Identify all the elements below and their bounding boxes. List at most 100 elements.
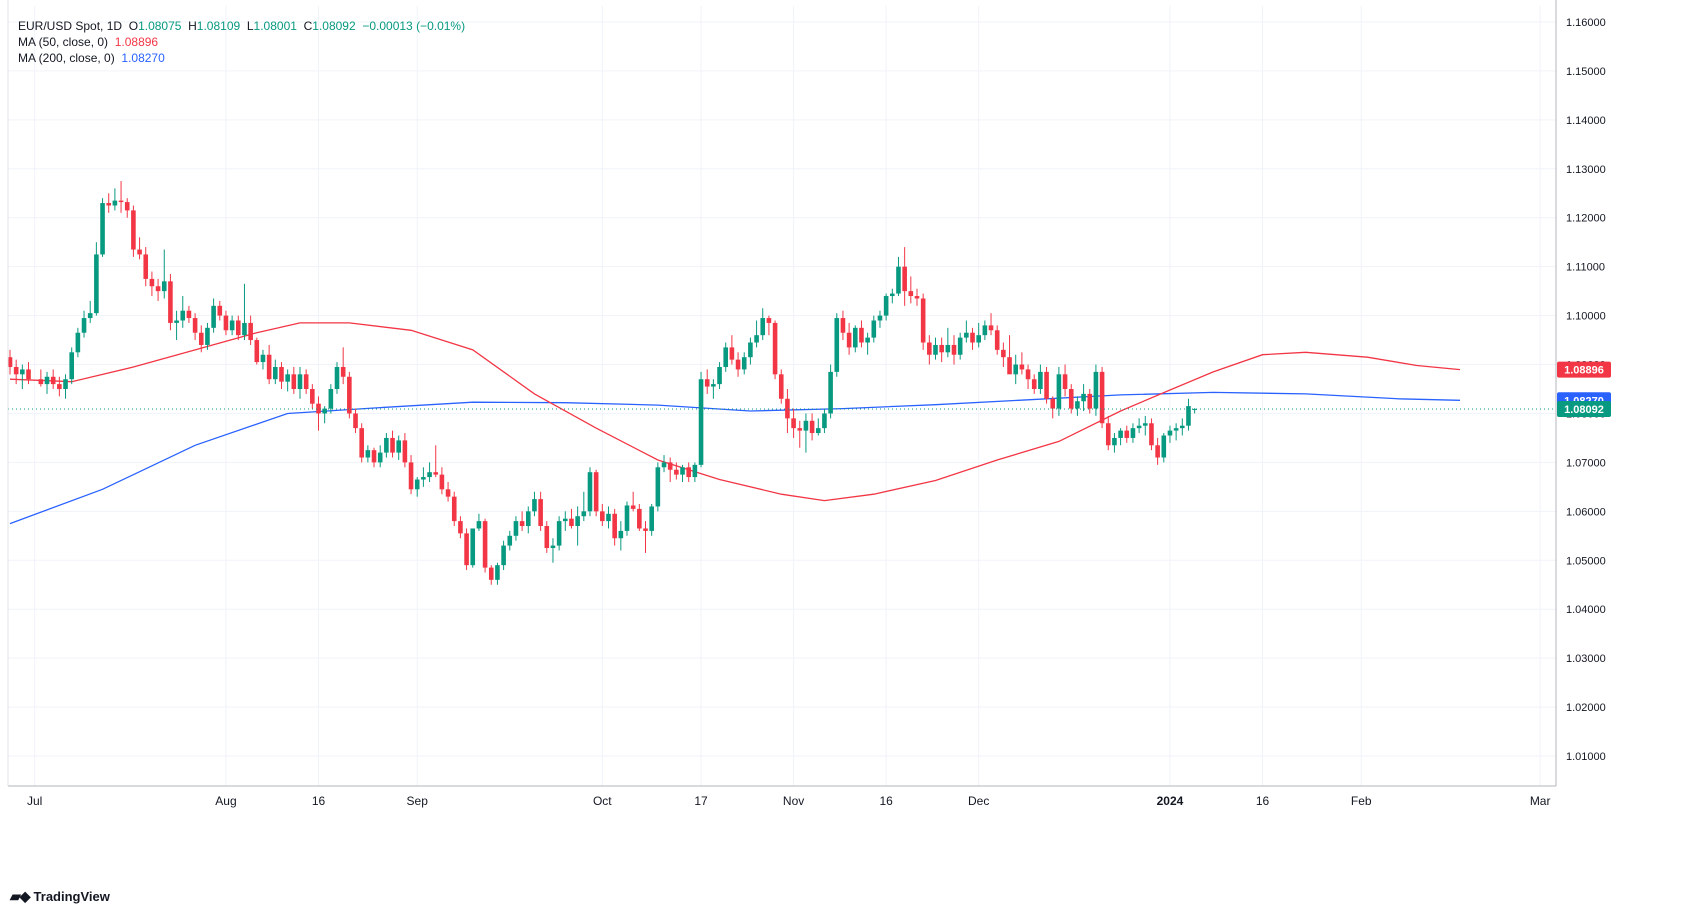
candle-up [69, 347, 74, 385]
y-axis-ticks[interactable]: 1.01000 1.02000 1.03000 1.04000 1.05000 1.060… [1566, 17, 1606, 763]
candle-body [1001, 349, 1006, 358]
candle-body [581, 511, 587, 517]
candle-down [630, 491, 636, 512]
candle-body [1013, 364, 1019, 375]
candle-up [242, 283, 247, 341]
candle-down [235, 315, 241, 341]
candle-body [815, 428, 821, 434]
candle-down [168, 274, 173, 331]
brand-name: TradingView [33, 889, 110, 904]
ma200-line [9, 391, 1461, 525]
candle-body [303, 374, 309, 389]
price-label: 1.08092 [1557, 400, 1611, 417]
candle-down [600, 503, 605, 527]
x-tick-label: 16 [312, 794, 326, 808]
candle-up [649, 503, 654, 536]
candle-body [525, 511, 531, 527]
candle-body [1136, 425, 1142, 429]
candle-up [476, 513, 482, 531]
candle-body [279, 366, 284, 382]
candle-body [902, 266, 907, 292]
candle-body [945, 344, 951, 353]
candle-down [50, 369, 56, 389]
candle-body [618, 530, 624, 539]
legend-change: −0.00013 (−0.01%) [362, 19, 466, 33]
candle-up [828, 364, 833, 419]
candle-down [1062, 364, 1068, 397]
candle-down [1031, 374, 1037, 394]
candle-body [896, 266, 901, 294]
candle-body [1019, 364, 1025, 370]
candle-body [877, 315, 883, 321]
candle-body [377, 452, 383, 463]
candle-down [1099, 366, 1105, 429]
candle-body [1155, 445, 1160, 458]
candle-up [525, 506, 531, 534]
grid [8, 6, 1556, 786]
candle-up [285, 369, 290, 392]
candle-body [359, 428, 364, 458]
candle-down [1149, 418, 1154, 451]
x-axis-ticks[interactable]: JulAug16SepOct17Nov16Dec202416FebMarApr1… [27, 794, 1706, 808]
legend-ma50-row[interactable]: MA (50, close, 0) 1.08896 [18, 34, 465, 50]
candle-up [396, 435, 402, 460]
candle-body [1075, 401, 1080, 409]
candle-body [198, 332, 204, 345]
candle-down [359, 423, 364, 463]
candle-down [7, 349, 13, 375]
legend-ma200-row[interactable]: MA (200, close, 0) 1.08270 [18, 50, 465, 66]
candle-body [1044, 371, 1049, 399]
legend-open-label: O [128, 19, 139, 33]
candle-down [254, 337, 260, 365]
candle-up [174, 310, 179, 341]
candle-down [223, 310, 229, 336]
candle-body [883, 296, 889, 316]
tradingview-branding[interactable]: ▰◆ TradingView [10, 888, 110, 905]
tradingview-logo-icon: ▰◆ [10, 888, 31, 904]
candle-body [569, 518, 574, 527]
candle-up [1136, 418, 1142, 434]
candle-body [1081, 393, 1086, 402]
candle-body [920, 298, 926, 343]
candle-up [205, 322, 210, 350]
candle-up [1130, 423, 1136, 443]
y-tick-label: 1.01000 [1566, 751, 1606, 763]
x-tick-label: 2024 [1157, 794, 1184, 808]
legend-symbol[interactable]: EUR/USD Spot, 1D [18, 19, 123, 33]
candle-body [982, 325, 988, 336]
candle-body [347, 376, 352, 414]
candle-body [371, 450, 377, 463]
candle-down [371, 447, 377, 468]
candle-down [57, 376, 62, 397]
candle-body [50, 376, 56, 385]
candle-up [933, 337, 938, 360]
y-tick-label: 1.13000 [1566, 164, 1606, 176]
candle-up [1167, 425, 1173, 443]
candle-down [445, 481, 451, 502]
candle-body [38, 379, 44, 385]
candle-up [180, 296, 186, 328]
candle-body [205, 327, 210, 345]
candle-body [556, 521, 562, 546]
candle-up [550, 538, 556, 563]
candle-up [507, 530, 513, 551]
price-label-text: 1.08092 [1564, 404, 1604, 416]
candle-body [988, 325, 994, 331]
candle-body [606, 513, 611, 522]
candle-down [994, 325, 1000, 355]
candle-up [81, 310, 87, 338]
x-tick-label: Sep [407, 794, 429, 808]
candle-body [1087, 393, 1093, 409]
candle-down [914, 288, 920, 306]
candle-down [1044, 366, 1049, 404]
candle-up [890, 288, 895, 304]
candle-up [495, 562, 500, 585]
candle-up [945, 327, 951, 358]
candle-body [13, 366, 19, 375]
candle-body [612, 513, 617, 539]
candle-down [186, 305, 192, 323]
candle-body [217, 305, 223, 316]
candle-body [587, 472, 593, 512]
candle-down [766, 315, 772, 336]
